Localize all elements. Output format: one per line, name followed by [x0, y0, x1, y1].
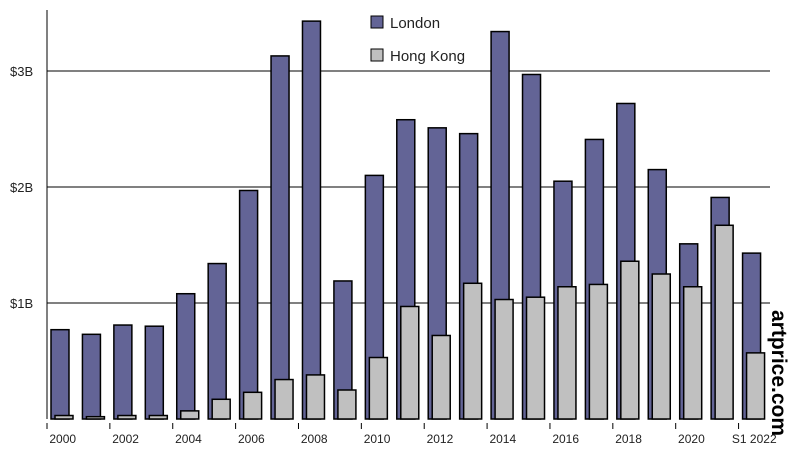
- bar-hongkong-2000: [54, 414, 74, 420]
- x-tick-label: 2016: [552, 432, 579, 446]
- x-tick-label: 2008: [301, 432, 328, 446]
- bar-london-2002: [113, 324, 133, 420]
- legend-swatch-1: [370, 48, 384, 62]
- bar-london-2004: [175, 292, 196, 420]
- x-tick-label: 2018: [615, 432, 642, 446]
- bar-london-2000: [50, 328, 70, 420]
- bar-hongkong-2003: [148, 414, 169, 420]
- x-tick-label: S1 2022: [732, 432, 777, 446]
- bar-london-2008: [301, 20, 322, 420]
- legend-label-0: London: [390, 15, 440, 32]
- bar-hongkong-2007: [274, 378, 294, 420]
- bar-hongkong-S1-2022: [745, 352, 766, 420]
- x-tick-label: 2002: [112, 432, 139, 446]
- bar-hongkong-2012: [431, 334, 451, 420]
- y-tick-label: $2B: [10, 180, 33, 195]
- legend-label-1: Hong Kong: [390, 48, 465, 65]
- bar-london-2001: [81, 333, 102, 420]
- y-tick-label: $3B: [10, 64, 33, 79]
- x-tick-label: 2020: [678, 432, 705, 446]
- bar-hongkong-2006: [242, 391, 263, 420]
- bar-hongkong-2019: [651, 273, 672, 420]
- bar-london-2003: [144, 325, 165, 420]
- y-tick-label: $1B: [10, 296, 33, 311]
- x-tick-label: 2010: [364, 432, 391, 446]
- bar-hongkong-2015: [525, 296, 546, 420]
- y-axis-labels: $1B $2B $3B: [10, 64, 33, 311]
- x-tick-label: 2006: [238, 432, 265, 446]
- x-tick-label: 2012: [427, 432, 454, 446]
- bar-hongkong-2016: [557, 286, 577, 420]
- bar-hongkong-2010: [368, 356, 389, 420]
- bar-hongkong-2014: [494, 298, 514, 420]
- legend: London Hong Kong: [370, 15, 465, 65]
- bar-london-2007: [270, 55, 290, 420]
- bar-hongkong-2017: [588, 283, 609, 420]
- bar-hongkong-2013: [462, 282, 483, 420]
- x-tick-label: 2004: [175, 432, 202, 446]
- bar-hongkong-2005: [211, 398, 231, 420]
- x-tick-label: 2014: [489, 432, 516, 446]
- bars: [50, 20, 766, 420]
- bar-hongkong-2002: [117, 414, 137, 420]
- legend-swatch-0: [370, 15, 384, 29]
- bar-hongkong-2009: [337, 389, 357, 420]
- bar-london-2006: [238, 189, 259, 420]
- bar-hongkong-2004: [179, 410, 200, 420]
- bar-hongkong-2001: [85, 415, 106, 420]
- bar-london-2005: [207, 262, 227, 420]
- bar-hongkong-2008: [305, 374, 326, 420]
- x-tick-label: 2000: [49, 432, 76, 446]
- x-axis: 2000 2002 2004 2006 2008 2010 2012 2014 2016 2018…: [46, 423, 777, 446]
- bar-hongkong-2018: [620, 260, 640, 420]
- artprice-watermark: artprice.com: [767, 310, 790, 436]
- bar-hongkong-2011: [400, 305, 420, 420]
- bar-hongkong-2020: [682, 286, 703, 420]
- bar-hongkong-2021: [714, 224, 734, 420]
